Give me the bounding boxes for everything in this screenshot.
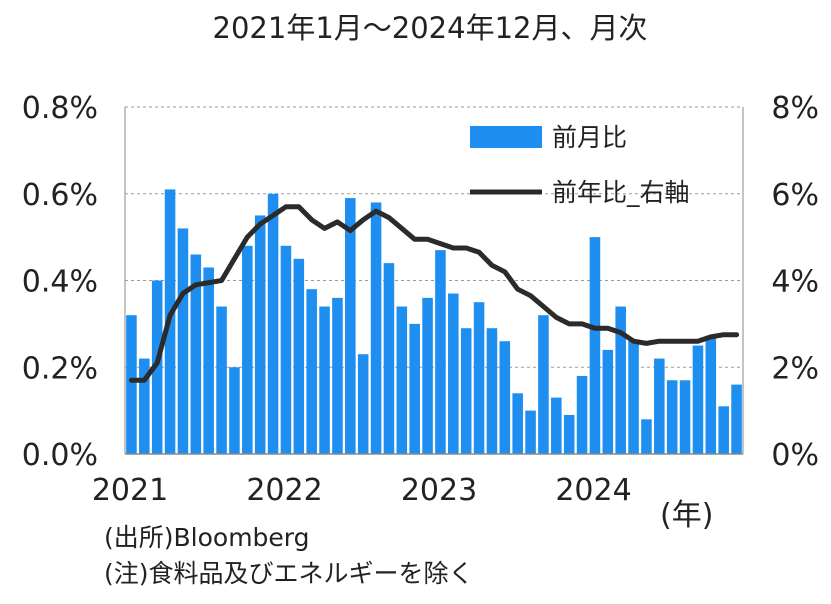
bar [422, 297, 433, 454]
bar [679, 380, 691, 454]
source-note: (出所)Bloomberg [104, 523, 310, 552]
y-tick-label-right: 2% [771, 351, 819, 386]
bar [628, 341, 639, 454]
x-tick-label: 2021 [92, 473, 168, 508]
bar [319, 306, 330, 454]
y-axis-right-labels: 0% 2% 4% 6% 8% [771, 91, 819, 473]
bar [602, 349, 614, 454]
bar [718, 406, 729, 454]
bar-series [126, 189, 742, 454]
footnote: (注)食料品及びエネルギーを除く [104, 559, 474, 588]
legend: 前月比 前年比_右軸 [470, 123, 690, 207]
bar [357, 354, 369, 454]
bar [306, 289, 317, 454]
bar [229, 367, 240, 454]
x-tick-label: 2022 [246, 473, 322, 508]
bar [203, 267, 214, 454]
bar [705, 336, 717, 454]
line-series [128, 204, 740, 383]
bar [396, 306, 408, 454]
bar [126, 315, 137, 454]
bar [576, 375, 588, 454]
legend-bar-label: 前月比 [552, 123, 627, 152]
y-tick-label-left: 0.2% [22, 351, 98, 386]
bar [280, 245, 292, 454]
y-axis-left-labels: 0.0% 0.2% 0.4% 0.6% 0.8% [22, 91, 98, 473]
y-tick-label-right: 4% [771, 265, 819, 300]
bar [654, 358, 665, 454]
y-tick-label-right: 0% [771, 438, 819, 473]
x-tick-label: 2023 [401, 473, 477, 508]
gridlines [125, 106, 743, 368]
yoy-line [128, 204, 740, 383]
y-tick-label-left: 0.0% [22, 438, 98, 473]
bar [615, 306, 626, 454]
bar [525, 410, 536, 454]
y-tick-label-right: 8% [771, 91, 819, 126]
bar [641, 419, 652, 454]
bar [473, 302, 485, 454]
bar [589, 237, 601, 454]
bar [486, 328, 498, 454]
bar [293, 258, 305, 454]
bar [332, 297, 343, 454]
bar [139, 358, 150, 454]
x-tick-label: 2024 [555, 473, 631, 508]
bar [692, 345, 704, 454]
bar [190, 254, 202, 454]
bar [345, 198, 356, 454]
bar [409, 323, 420, 454]
bar [538, 315, 549, 454]
bar [435, 250, 446, 454]
bar [254, 215, 266, 454]
bar [151, 280, 163, 454]
bar [370, 202, 382, 454]
legend-bar-swatch [470, 126, 542, 148]
bar [242, 245, 253, 454]
bar [512, 393, 523, 454]
y-tick-label-left: 0.8% [22, 91, 98, 126]
y-tick-label-left: 0.4% [22, 265, 98, 300]
bar [216, 306, 227, 454]
bar [448, 293, 459, 454]
bar [666, 380, 678, 454]
x-axis-unit: (年) [660, 498, 713, 533]
axes [124, 107, 744, 455]
legend-line-label: 前年比_右軸 [552, 178, 690, 207]
x-axis-labels: 2021 2022 2023 2024 [92, 473, 632, 508]
bar [383, 263, 395, 454]
bar [177, 228, 189, 454]
bar [460, 328, 472, 454]
y-tick-label-right: 6% [771, 178, 819, 213]
bar [499, 341, 511, 454]
bar [551, 397, 562, 454]
y-tick-label-left: 0.6% [22, 178, 98, 213]
bar [731, 384, 742, 454]
chart-title: 2021年1月～2024年12月、月次 [213, 11, 648, 45]
bar [267, 193, 279, 454]
bar [563, 414, 575, 454]
